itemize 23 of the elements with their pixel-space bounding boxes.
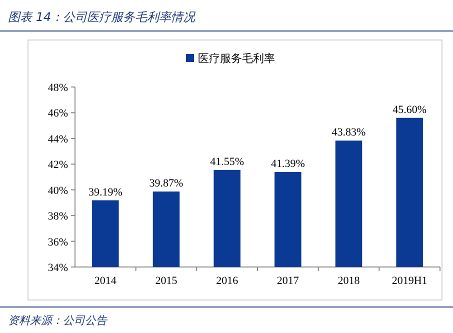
data-label: 39.87%	[149, 178, 184, 190]
data-label: 43.83%	[332, 126, 366, 139]
data-label: 45.60%	[392, 104, 427, 116]
y-tick-label: 34%	[48, 262, 68, 274]
x-tick-label: 2016	[216, 275, 239, 287]
data-label: 41.55%	[210, 156, 244, 168]
text: 资料来源：公司公告	[8, 314, 108, 327]
y-tick-label: 48%	[48, 82, 68, 94]
chart-title: 图表 14：公司医疗服务毛利率情况	[8, 10, 196, 24]
x-tick-label: 2015	[155, 275, 178, 287]
x-tick-label: 2019H1	[392, 275, 428, 287]
y-tick-label: 36%	[48, 236, 68, 248]
x-tick-label: 2014	[94, 275, 117, 287]
y-tick-label: 38%	[48, 210, 68, 223]
data-label: 39.19%	[88, 186, 122, 198]
x-tick-label: 2018	[338, 275, 360, 287]
y-tick-label: 46%	[48, 108, 68, 120]
y-tick-label: 44%	[48, 133, 68, 146]
x-tick-label: 2017	[276, 275, 300, 287]
y-tick-label: 40%	[48, 184, 68, 197]
y-tick-label: 42%	[48, 159, 68, 172]
legend-label: 医疗服务毛利率	[198, 52, 275, 65]
data-label: 41.39%	[270, 158, 305, 170]
